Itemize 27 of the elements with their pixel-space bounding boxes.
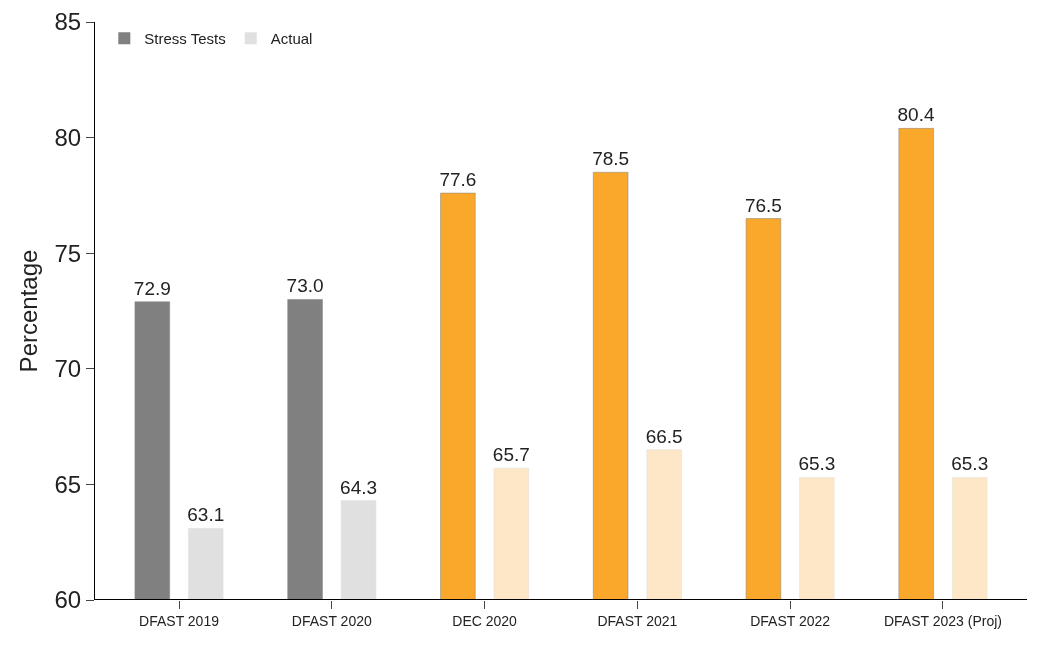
data-label: 65.3 [951, 453, 989, 475]
y-tick-label: 75 [54, 239, 82, 267]
data-label: 73.0 [286, 275, 324, 297]
data-label: 77.6 [439, 169, 477, 191]
data-label: 63.1 [187, 504, 225, 526]
y-tick-label: 65 [54, 470, 82, 498]
data-label: 72.9 [133, 277, 171, 299]
x-tick-label: DFAST 2022 [750, 612, 831, 629]
x-tick-label: DFAST 2021 [597, 612, 678, 629]
y-tick-label: 60 [54, 586, 82, 614]
y-axis-title: Percentage [15, 249, 42, 373]
data-label: 76.5 [744, 194, 782, 216]
legend-label: Actual [270, 30, 313, 48]
legend-label: Stress Tests [144, 30, 226, 48]
data-label: 78.5 [592, 148, 630, 170]
x-tick-label: DEC 2020 [452, 612, 518, 629]
y-tick-label: 70 [54, 355, 82, 383]
x-tick-label: DFAST 2023 (Proj) [883, 612, 1002, 629]
data-label: 64.3 [340, 476, 378, 498]
data-label: 65.7 [492, 444, 530, 466]
x-tick-label: DFAST 2019 [139, 612, 220, 629]
x-tick-label: DFAST 2020 [291, 612, 372, 629]
data-label: 80.4 [897, 104, 935, 126]
y-tick-label: 80 [54, 124, 82, 151]
y-tick-label: 85 [54, 8, 82, 36]
data-label: 65.3 [798, 453, 836, 475]
data-label: 66.5 [645, 425, 683, 447]
